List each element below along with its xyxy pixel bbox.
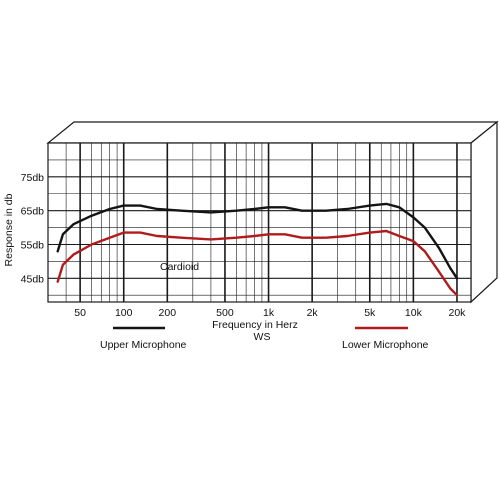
- chart-box-top: [46, 121, 499, 144]
- x-tick-label: 200: [159, 307, 177, 319]
- annotation-cardioid: Cardioid: [160, 261, 199, 273]
- y-tick-label: 45db: [21, 273, 45, 285]
- x-tick-label: 10k: [405, 307, 423, 319]
- x-tick-label: 50: [74, 307, 86, 319]
- series-lines: [56, 202, 459, 297]
- x-tick-label: 100: [115, 307, 133, 319]
- x-tick-label: 20k: [448, 307, 466, 319]
- y-tick-label: 65db: [21, 206, 45, 218]
- x-tick-label: 1k: [263, 307, 275, 319]
- legend-lower-label: Lower Microphone: [342, 339, 429, 351]
- series-line-lower-microphone: [56, 229, 459, 297]
- y-tick-label: 55db: [21, 239, 45, 251]
- x-tick-label: 5k: [364, 307, 376, 319]
- tick-labels: 50 100 200 500 1k 2k 5k 10k 20k 45db 55db 65db 75db: [21, 172, 467, 319]
- chart-box-side: [470, 120, 498, 304]
- chart-plot-area: [47, 142, 472, 303]
- x-axis-label: Frequency in Herz: [212, 319, 298, 331]
- x-tick-label: 500: [216, 307, 234, 319]
- legend-upper-label: Upper Microphone: [100, 339, 187, 351]
- series-line-upper-microphone: [56, 202, 459, 280]
- major-gridlines: [48, 143, 471, 302]
- x-tick-label: 2k: [307, 307, 319, 319]
- x-axis-sublabel: WS: [254, 331, 271, 343]
- y-axis-label: Response in db: [3, 193, 15, 266]
- y-tick-label: 75db: [21, 172, 45, 184]
